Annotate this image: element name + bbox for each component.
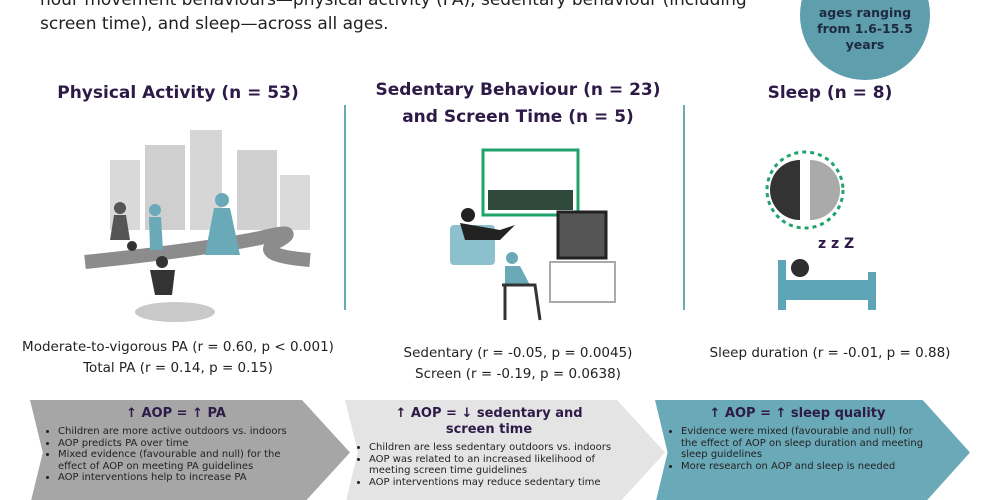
finding-bullet: Children are more active outdoors vs. in…	[58, 426, 310, 438]
stat-line: Sleep duration (r = -0.01, p = 0.88)	[709, 345, 951, 361]
stat-line: Total PA (r = 0.14, p = 0.15)	[83, 360, 273, 376]
column-title-line: Sedentary Behaviour (n = 23)	[375, 80, 661, 100]
column-title-line: and Screen Time (n = 5)	[402, 107, 634, 127]
column-title: Sedentary Behaviour (n = 23) and Screen T…	[348, 77, 688, 131]
divider	[683, 105, 685, 310]
badge-line: years	[845, 37, 885, 52]
finding-box: ↑ AOP = ↑ PA Children are more active out…	[30, 400, 350, 500]
stat-line: Moderate-to-vigorous PA (r = 0.60, p < 0…	[22, 339, 334, 355]
intro-line: hour movement behaviours—physical activi…	[40, 0, 747, 10]
intro: hour movement behaviours—physical activi…	[40, 0, 747, 36]
finding-bullet: AOP predicts PA over time	[58, 438, 310, 450]
illustrations: z z Z	[84, 130, 876, 322]
finding-title-line: ↑ AOP = ↑ PA	[126, 406, 226, 421]
column-title-line: Physical Activity (n = 53)	[57, 83, 299, 103]
sleep-illustration: z z Z	[765, 150, 876, 310]
badge-line: from 1.6-15.5	[817, 21, 913, 36]
sedentary-illustration	[450, 148, 616, 321]
finding-title: ↑ AOP = ↓ sedentary and screen time	[353, 400, 625, 438]
column-title: Sleep (n = 8)	[660, 80, 1000, 107]
age-badge: ages ranging from 1.6-15.5 years	[800, 0, 930, 80]
column-title-line: Sleep (n = 8)	[767, 83, 893, 103]
finding-title-line: ↑ AOP = ↑ sleep quality	[709, 406, 886, 421]
finding-title-line: screen time	[445, 422, 533, 437]
finding-title: ↑ AOP = ↑ sleep quality	[665, 400, 930, 422]
stat-line: Screen (r = -0.19, p = 0.0638)	[415, 366, 621, 382]
badge-line: ages ranging	[818, 5, 912, 20]
finding-bullet: AOP interventions may reduce sedentary t…	[369, 477, 625, 489]
stats: Moderate-to-vigorous PA (r = 0.60, p < 0…	[8, 337, 348, 379]
finding-bullet: AOP was related to an increased likeliho…	[369, 454, 625, 477]
finding-list: Children are more active outdoors vs. in…	[42, 426, 310, 484]
pa-illustration	[84, 130, 311, 322]
stats: Sedentary (r = -0.05, p = 0.0045) Screen …	[348, 343, 688, 385]
finding-list: Children are less sedentary outdoors vs.…	[353, 442, 625, 488]
finding-bullet: More research on AOP and sleep is needed	[681, 461, 930, 473]
finding-bullet: Mixed evidence (favourable and null) for…	[58, 449, 310, 472]
svg-text:z z Z: z z Z	[818, 236, 854, 252]
finding-bullet: Children are less sedentary outdoors vs.…	[369, 442, 625, 454]
column-title: Physical Activity (n = 53)	[8, 80, 348, 107]
divider	[344, 105, 346, 310]
stat-line: Sedentary (r = -0.05, p = 0.0045)	[403, 345, 633, 361]
finding-bullet: AOP interventions help to increase PA	[58, 472, 310, 484]
finding-list: Evidence were mixed (favourable and null…	[665, 426, 930, 472]
finding-bullet: Evidence were mixed (favourable and null…	[681, 426, 930, 461]
finding-title: ↑ AOP = ↑ PA	[42, 400, 310, 422]
intro-line: screen time), and sleep—across all ages.	[40, 14, 389, 34]
finding-box: ↑ AOP = ↑ sleep quality Evidence were mix…	[655, 400, 970, 500]
stats: Sleep duration (r = -0.01, p = 0.88)	[660, 343, 1000, 364]
finding-title-line: ↑ AOP = ↓ sedentary and	[395, 406, 583, 421]
